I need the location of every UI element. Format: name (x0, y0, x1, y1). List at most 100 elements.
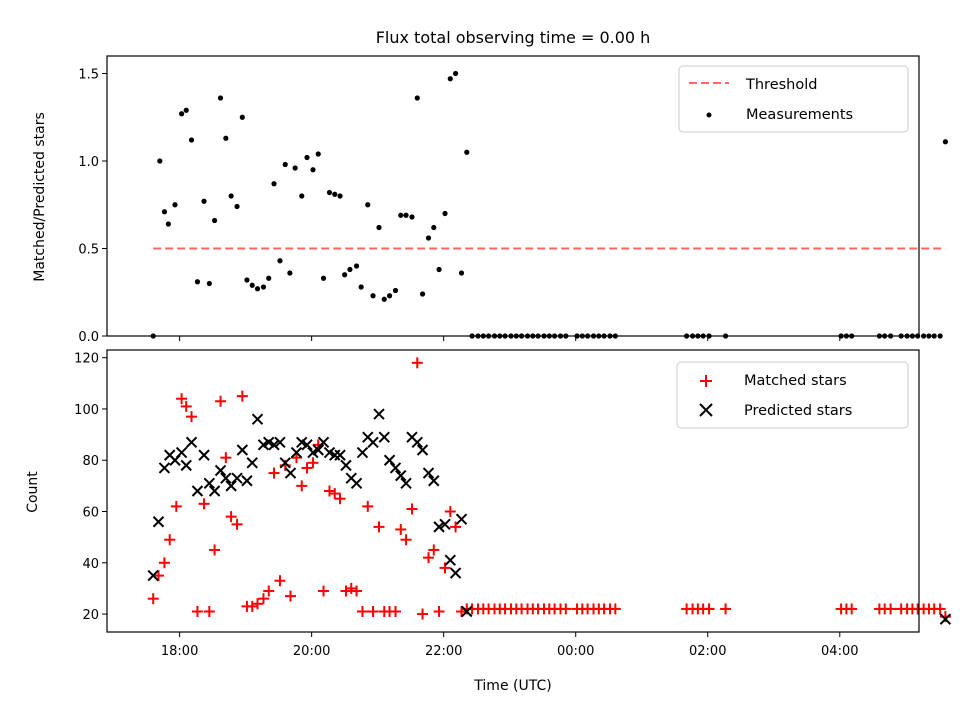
measurement-point (161, 209, 168, 215)
top-y-tick-label: 0.5 (78, 243, 99, 258)
matched-star-marker (285, 590, 297, 602)
predicted-star-marker (180, 459, 192, 472)
measurement-point (942, 139, 949, 145)
matched-star-marker (885, 603, 897, 615)
predicted-star-marker (225, 480, 237, 492)
bottom-legend-box (676, 361, 909, 429)
top-plot-frame (106, 55, 920, 337)
bottom-plot-area: 20 40 60 80 100 120 18:00 20:00 22:00 00:00 02:00 0… (74, 352, 952, 659)
predicted-star-marker (373, 408, 385, 420)
predicted-star-marker (416, 444, 429, 456)
predicted-star-marker (279, 457, 291, 469)
measurement-point (419, 291, 426, 297)
measurement-point (165, 221, 171, 227)
predicted-star-marker (246, 457, 258, 469)
predicted-star-marker (147, 569, 159, 582)
bottom-y-tick-label: 60 (82, 506, 99, 521)
measurement-point (315, 151, 321, 157)
matched-star-marker (456, 605, 468, 617)
matched-star-marker (318, 585, 330, 597)
measurement-point (178, 111, 185, 117)
matched-star-marker (225, 511, 237, 523)
matched-star-marker (433, 605, 445, 617)
matched-star-marker (274, 575, 286, 587)
matched-star-marker (720, 603, 732, 615)
measurement-point (937, 333, 943, 339)
matched-star-marker (609, 603, 621, 615)
bottom-x-tick-label: 22:00 (425, 644, 462, 659)
predicted-legend-swatch (699, 403, 713, 417)
predicted-legend-label: Predicted stars (744, 403, 852, 419)
matched-star-marker (428, 544, 440, 556)
matched-star-marker (191, 605, 203, 617)
measurement-point (931, 333, 937, 339)
predicted-star-marker (378, 431, 390, 443)
predicted-star-marker (312, 444, 324, 456)
predicted-star-marker (241, 475, 253, 487)
measurement-point (921, 333, 927, 339)
matched-star-marker (351, 585, 363, 597)
measurement-point (347, 266, 353, 273)
predicted-star-marker (231, 472, 243, 484)
measurement-point (287, 270, 293, 276)
measurement-point (326, 189, 333, 196)
matched-star-marker (231, 518, 243, 530)
predicted-star-marker (428, 475, 440, 487)
matched-star-marker (257, 593, 269, 605)
top-y-tick-label: 1.5 (78, 68, 99, 83)
bottom-x-axis-label: Time (UTC) (473, 678, 551, 694)
measurement-point (458, 270, 465, 276)
matched-star-marker (180, 400, 192, 412)
measurement-point (392, 287, 399, 294)
measurement-point (464, 149, 470, 155)
measurement-point (403, 212, 409, 218)
matched-star-marker (220, 452, 232, 464)
measurement-point (183, 107, 189, 113)
predicted-star-marker (350, 477, 363, 490)
matched-legend-label: Matched stars (744, 373, 847, 389)
measurement-point (320, 275, 327, 281)
bottom-panel: Count Time (UTC) 20 40 60 80 100 120 18:00 20:0… (25, 349, 952, 694)
measurements-legend-label: Measurements (746, 107, 853, 123)
matched-star-marker (444, 506, 456, 518)
bottom-y-tick-label: 100 (74, 403, 99, 418)
matched-star-marker (209, 544, 221, 556)
predicted-star-marker (356, 446, 369, 459)
predicted-star-marker (301, 439, 313, 451)
matched-star-marker (389, 605, 401, 617)
threshold-legend-label: Threshold (745, 77, 817, 93)
matched-star-marker (329, 488, 341, 500)
matched-star-marker (703, 603, 715, 615)
measurement-point (266, 275, 272, 281)
matched-star-marker (263, 585, 275, 597)
measurement-point (277, 258, 283, 264)
predicted-star-marker (334, 449, 346, 461)
predicted-star-marker (191, 485, 204, 497)
measurement-point (254, 286, 261, 292)
predicted-star-marker (317, 436, 330, 448)
matched-star-marker (170, 500, 182, 512)
matched-star-marker (406, 503, 418, 515)
measurement-point (172, 202, 178, 208)
top-y-axis-label: Matched/Predicted stars (32, 112, 48, 282)
measurement-point (228, 193, 234, 199)
predicted-star-marker (214, 464, 227, 477)
predicted-star-marker (383, 454, 396, 466)
measurement-point (452, 70, 459, 77)
matched-star-marker (323, 485, 335, 497)
matched-star-marker (186, 411, 198, 423)
matched-star-marker (236, 390, 248, 402)
bottom-y-tick-label: 120 (74, 352, 99, 367)
measurement-point (370, 293, 376, 299)
measurement-point (376, 224, 382, 231)
matched-star-marker (215, 395, 227, 407)
bottom-x-tick-label: 02:00 (689, 644, 726, 659)
matched-star-marker (340, 585, 352, 597)
measurement-point (398, 212, 404, 218)
matched-legend-swatch (700, 375, 712, 387)
measurement-point (188, 137, 195, 143)
measurement-point (249, 282, 255, 288)
matched-star-marker (362, 500, 374, 512)
bottom-y-tick-label: 20 (82, 608, 99, 623)
matched-star-marker (560, 603, 572, 615)
